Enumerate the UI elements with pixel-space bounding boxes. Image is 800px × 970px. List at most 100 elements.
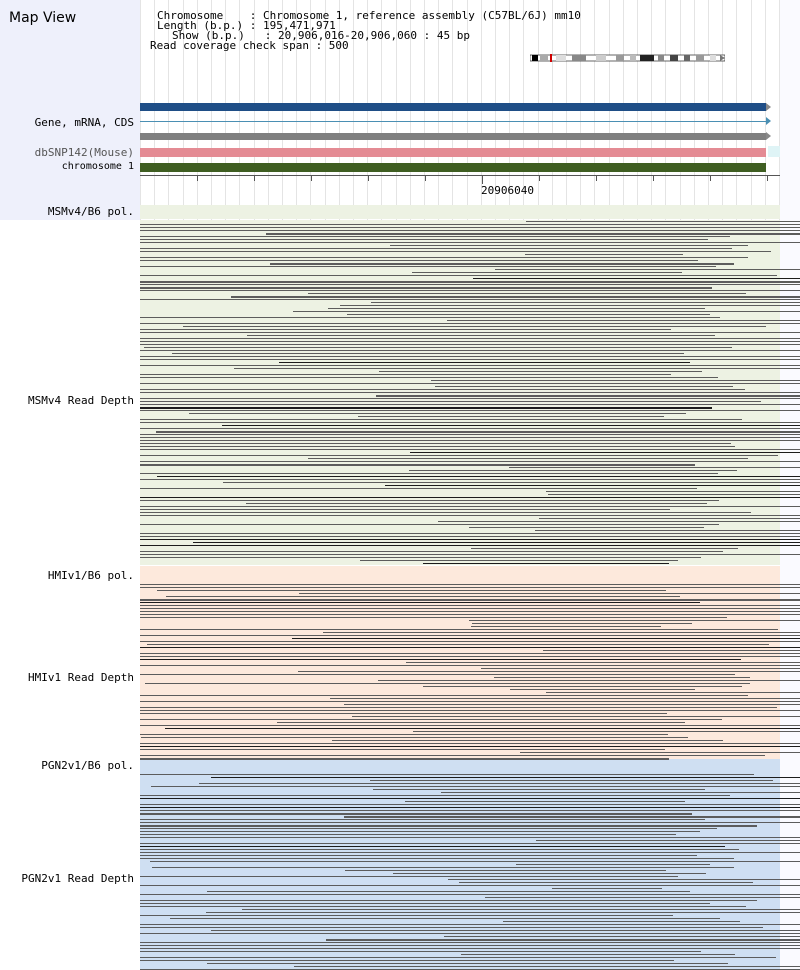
read-line <box>140 299 800 300</box>
read-line <box>246 503 707 504</box>
read-line <box>328 308 705 309</box>
cds-track-bar[interactable] <box>140 133 766 140</box>
ruler-position-label: 20906040 <box>481 184 534 197</box>
read-line <box>140 392 800 393</box>
read-line <box>266 233 800 235</box>
read-line <box>292 638 800 639</box>
read-line <box>332 740 723 741</box>
hmi-pol-row[interactable] <box>140 566 780 583</box>
read-line <box>140 509 670 510</box>
read-line <box>469 620 800 621</box>
read-line <box>165 728 800 729</box>
read-line <box>242 909 800 910</box>
gene-track-bar[interactable] <box>140 103 766 111</box>
read-line <box>140 584 800 585</box>
read-line <box>345 870 666 871</box>
pgn-depth-panel[interactable] <box>140 773 780 970</box>
snp-track-label: dbSNP142(Mouse) <box>34 146 134 159</box>
read-line <box>140 713 667 714</box>
chromosome-info: Chromosome : Chromosome 1, reference ass… <box>150 10 581 61</box>
read-line <box>207 963 728 964</box>
read-line <box>140 957 776 958</box>
read-line <box>145 683 750 684</box>
read-line <box>140 629 778 630</box>
snp-track-bar[interactable] <box>140 148 766 157</box>
read-line <box>140 837 800 838</box>
read-line <box>140 455 778 456</box>
read-line <box>140 317 720 318</box>
read-line <box>140 398 800 399</box>
read-line <box>485 897 800 898</box>
msm-depth-label: MSMv4 Read Depth <box>28 394 134 407</box>
read-line <box>140 656 800 657</box>
read-line <box>140 557 701 558</box>
pgn-pol-row[interactable] <box>140 759 780 773</box>
read-line <box>376 395 800 397</box>
read-line <box>509 467 800 468</box>
read-line <box>140 383 800 384</box>
read-line <box>438 521 800 522</box>
grid-column-line <box>779 0 780 220</box>
read-line <box>141 737 688 738</box>
read-line <box>140 635 800 636</box>
read-line <box>140 437 800 438</box>
read-line <box>293 311 800 312</box>
read-line <box>140 819 705 820</box>
ruler-tick <box>482 176 483 184</box>
read-line <box>140 587 800 588</box>
read-line <box>207 891 690 892</box>
read-line <box>140 924 800 925</box>
read-line <box>140 329 671 330</box>
read-line <box>140 401 761 402</box>
read-line <box>140 617 727 618</box>
read-line <box>140 434 800 435</box>
read-line <box>548 494 800 495</box>
read-line <box>140 488 697 489</box>
ruler-tick <box>653 176 654 181</box>
read-line <box>140 701 800 702</box>
read-line <box>441 792 800 793</box>
read-line <box>140 933 800 934</box>
read-line <box>516 864 710 865</box>
read-line <box>140 260 698 261</box>
read-line <box>140 377 718 378</box>
read-line <box>140 356 800 357</box>
header-background <box>0 0 140 220</box>
read-line <box>140 611 800 612</box>
read-line <box>390 245 748 246</box>
mrna-track-line[interactable] <box>140 121 766 122</box>
msm-pol-row[interactable] <box>140 205 780 219</box>
read-line <box>410 452 800 453</box>
read-line <box>189 413 686 414</box>
read-line <box>140 602 700 603</box>
read-line <box>140 758 669 760</box>
read-line <box>140 846 725 847</box>
ruler-tick <box>311 176 312 181</box>
read-line <box>525 254 683 255</box>
read-line <box>326 939 800 941</box>
read-line <box>140 287 712 289</box>
read-line <box>539 518 800 519</box>
read-line <box>140 365 800 366</box>
chromosome-track-bar[interactable] <box>140 163 766 172</box>
read-line <box>144 347 732 348</box>
read-line <box>405 801 685 802</box>
read-line <box>546 692 800 693</box>
read-line <box>140 227 800 228</box>
chromosome-ideogram[interactable] <box>530 54 725 62</box>
read-line <box>140 389 745 390</box>
read-line <box>140 707 777 708</box>
read-line <box>140 813 692 815</box>
read-line <box>379 371 702 372</box>
read-line <box>435 386 733 387</box>
read-line <box>140 843 800 844</box>
read-line <box>199 783 800 784</box>
read-line <box>234 368 800 369</box>
ruler-tick <box>710 176 711 181</box>
read-line <box>140 257 748 258</box>
read-line <box>423 686 742 687</box>
read-line <box>140 545 800 546</box>
read-line <box>140 338 800 339</box>
read-line <box>140 653 800 654</box>
read-line <box>412 272 682 273</box>
